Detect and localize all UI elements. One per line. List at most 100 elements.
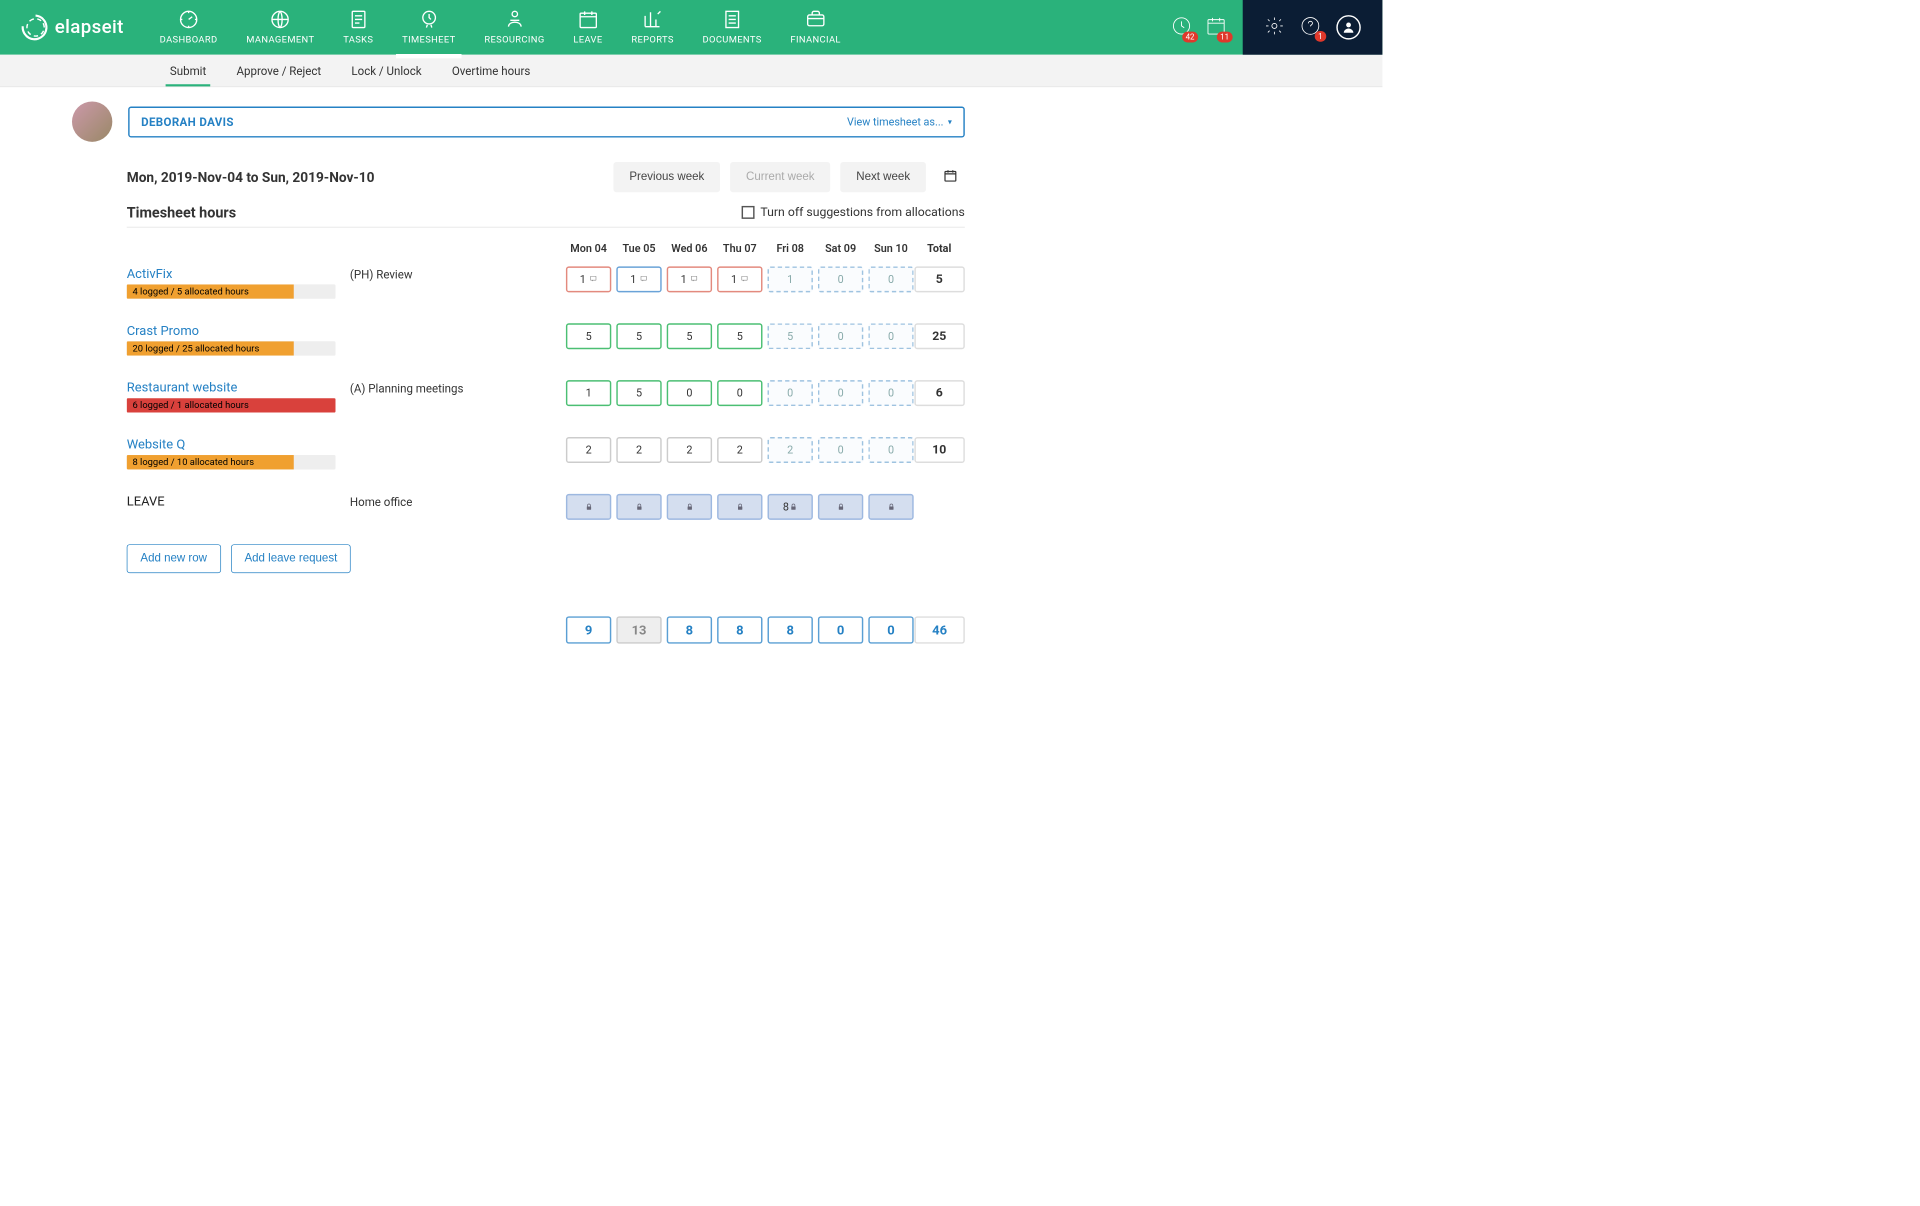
- hour-cell[interactable]: 5: [768, 323, 813, 349]
- topbar-dark-zone: 1: [1243, 0, 1383, 55]
- nav-icon: [347, 8, 369, 30]
- sheet-title: Timesheet hours: [127, 204, 742, 221]
- subtab-lock-unlock[interactable]: Lock / Unlock: [347, 55, 426, 86]
- day-header: Tue 05: [616, 242, 661, 255]
- allocation-bar: 4 logged / 5 allocated hours: [127, 284, 336, 298]
- footer-totals: 91388800 46: [127, 616, 965, 643]
- nav-financial[interactable]: FINANCIAL: [776, 1, 855, 54]
- note-icon: [639, 275, 648, 284]
- pending-clock-icon[interactable]: 42: [1171, 15, 1193, 39]
- hour-cell[interactable]: 0: [868, 323, 913, 349]
- view-timesheet-as-dropdown[interactable]: View timesheet as...: [847, 115, 952, 128]
- previous-week-button[interactable]: Previous week: [614, 162, 721, 192]
- leave-cell[interactable]: [818, 494, 863, 520]
- hour-cell[interactable]: 1: [566, 380, 611, 406]
- hour-cell[interactable]: 0: [818, 266, 863, 292]
- nav-management[interactable]: MANAGEMENT: [232, 1, 329, 54]
- divider: [127, 227, 965, 228]
- hour-cell[interactable]: 1: [616, 266, 661, 292]
- subtab-overtime-hours[interactable]: Overtime hours: [448, 55, 535, 86]
- hour-cell[interactable]: 2: [768, 437, 813, 463]
- nav-dashboard[interactable]: DASHBOARD: [145, 1, 232, 54]
- nav-resourcing[interactable]: RESOURCING: [470, 1, 559, 54]
- hour-cell[interactable]: 5: [616, 380, 661, 406]
- nav-label: MANAGEMENT: [246, 34, 314, 45]
- hour-cell[interactable]: 5: [717, 323, 762, 349]
- hour-cell[interactable]: 1: [717, 266, 762, 292]
- hour-cell[interactable]: 1: [667, 266, 712, 292]
- hour-cell[interactable]: 5: [566, 323, 611, 349]
- hour-cell[interactable]: 2: [717, 437, 762, 463]
- nav-label: RESOURCING: [484, 34, 544, 45]
- leave-cell[interactable]: [717, 494, 762, 520]
- allocation-bar: 6 logged / 1 allocated hours: [127, 398, 336, 412]
- hour-cell[interactable]: 2: [566, 437, 611, 463]
- hour-cell[interactable]: 0: [667, 380, 712, 406]
- calendar-picker-icon[interactable]: [936, 168, 965, 185]
- hour-cell[interactable]: 0: [717, 380, 762, 406]
- next-week-button[interactable]: Next week: [840, 162, 925, 192]
- nav-timesheet[interactable]: TIMESHEET: [388, 1, 470, 54]
- timesheet-row: Crast Promo20 logged / 25 allocated hour…: [127, 323, 965, 355]
- pending-calendar-icon[interactable]: 11: [1205, 15, 1227, 39]
- main-nav: DASHBOARD MANAGEMENT TASKSTIMESHEET RESOURC…: [145, 1, 855, 54]
- hour-cell[interactable]: 0: [818, 437, 863, 463]
- days-header: Mon 04Tue 05Wed 06Thu 07Fri 08Sat 09Sun …: [127, 242, 965, 255]
- add-new-row-button[interactable]: Add new row: [127, 544, 221, 573]
- leave-cell[interactable]: 8: [768, 494, 813, 520]
- settings-icon[interactable]: [1264, 16, 1284, 39]
- checkbox-icon: [742, 206, 755, 219]
- hour-cell[interactable]: 2: [667, 437, 712, 463]
- note-icon: [589, 275, 598, 284]
- leave-cell[interactable]: [868, 494, 913, 520]
- hour-cell[interactable]: 0: [868, 380, 913, 406]
- hour-cell[interactable]: 1: [768, 266, 813, 292]
- subtab-approve-reject[interactable]: Approve / Reject: [232, 55, 325, 86]
- project-link[interactable]: Restaurant website: [127, 380, 350, 395]
- nav-tasks[interactable]: TASKS: [329, 1, 388, 54]
- task-label: [350, 323, 566, 324]
- leave-row: LEAVE Home office 8: [127, 494, 965, 520]
- leave-cell[interactable]: [667, 494, 712, 520]
- nav-reports[interactable]: REPORTS: [617, 1, 688, 54]
- date-range: Mon, 2019-Nov-04 to Sun, 2019-Nov-10: [127, 169, 614, 186]
- day-total: 0: [818, 616, 863, 643]
- suggestions-toggle[interactable]: Turn off suggestions from allocations: [742, 205, 965, 219]
- leave-cell[interactable]: [566, 494, 611, 520]
- day-header: Sat 09: [818, 242, 863, 255]
- nav-leave[interactable]: LEAVE: [559, 1, 617, 54]
- hour-cell[interactable]: 2: [616, 437, 661, 463]
- hour-cell[interactable]: 5: [616, 323, 661, 349]
- nav-label: DOCUMENTS: [703, 34, 762, 45]
- user-avatar[interactable]: [72, 102, 112, 142]
- brand-logo[interactable]: elapseit: [0, 14, 145, 40]
- day-total: 9: [566, 616, 611, 643]
- row-actions: Add new row Add leave request: [127, 544, 965, 573]
- project-link[interactable]: Website Q: [127, 437, 350, 452]
- main-content: DEBORAH DAVIS View timesheet as... Mon, …: [0, 87, 1008, 672]
- hour-cell[interactable]: 1: [566, 266, 611, 292]
- nav-documents[interactable]: DOCUMENTS: [688, 1, 776, 54]
- leave-label: LEAVE: [127, 494, 165, 509]
- hour-cell[interactable]: 0: [868, 266, 913, 292]
- user-name-box: DEBORAH DAVIS View timesheet as...: [128, 106, 965, 137]
- hour-cell[interactable]: 0: [818, 380, 863, 406]
- row-total: 25: [914, 323, 964, 349]
- hour-cell[interactable]: 0: [818, 323, 863, 349]
- current-week-button[interactable]: Current week: [730, 162, 830, 192]
- hour-cell[interactable]: 0: [868, 437, 913, 463]
- help-icon[interactable]: 1: [1300, 16, 1320, 39]
- leave-cell[interactable]: [616, 494, 661, 520]
- hour-cell[interactable]: 0: [768, 380, 813, 406]
- hour-cell[interactable]: 5: [667, 323, 712, 349]
- profile-icon[interactable]: [1336, 15, 1360, 39]
- nav-icon: [642, 8, 664, 30]
- nav-label: REPORTS: [631, 34, 673, 45]
- project-link[interactable]: ActivFix: [127, 266, 350, 281]
- project-link[interactable]: Crast Promo: [127, 323, 350, 338]
- add-leave-request-button[interactable]: Add leave request: [231, 544, 351, 573]
- row-total: 10: [914, 437, 964, 463]
- date-range-row: Mon, 2019-Nov-04 to Sun, 2019-Nov-10 Pre…: [127, 162, 965, 192]
- subtab-submit[interactable]: Submit: [166, 55, 211, 86]
- nav-label: LEAVE: [573, 34, 602, 45]
